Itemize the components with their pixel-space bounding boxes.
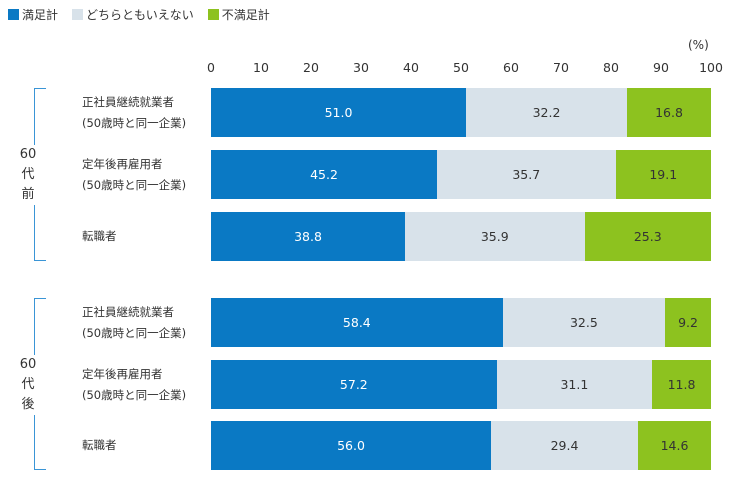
segment-neutral: 35.9 — [405, 212, 585, 261]
bar-row: 45.2 35.7 19.1 — [211, 150, 711, 199]
segment-satisfied: 56.0 — [211, 421, 491, 470]
segment-satisfied: 51.0 — [211, 88, 466, 137]
legend-label-satisfied: 満足計 — [22, 8, 59, 22]
row-label: 定年後再雇用者 (50歳時と同一企業) — [82, 364, 186, 406]
legend-label-neutral: どちらともいえない — [86, 8, 194, 22]
x-tick-label: 50 — [453, 60, 469, 75]
row-label: 正社員継続就業者 (50歳時と同一企業) — [82, 92, 186, 134]
group-label: 60 代後 — [8, 355, 48, 415]
data-label: 56.0 — [337, 438, 365, 453]
row-label: 正社員継続就業者 (50歳時と同一企業) — [82, 302, 186, 344]
segment-satisfied: 58.4 — [211, 298, 503, 347]
segment-dissatisfied: 19.1 — [615, 150, 711, 199]
row-label-line: (50歳時と同一企業) — [82, 387, 187, 402]
bar-row: 57.2 31.1 11.8 — [211, 360, 711, 409]
row-label-line: 正社員継続就業者 — [82, 304, 174, 319]
data-label: 35.9 — [480, 229, 509, 244]
segment-dissatisfied: 16.8 — [627, 88, 711, 137]
segment-satisfied: 38.8 — [211, 212, 405, 261]
legend-swatch-dissatisfied — [207, 9, 219, 20]
data-label: 11.8 — [667, 377, 696, 392]
bar-row: 58.4 32.5 9.2 — [211, 298, 711, 347]
segment-neutral: 29.4 — [491, 421, 638, 470]
x-tick-label: 70 — [553, 60, 569, 75]
segment-neutral: 32.2 — [466, 88, 627, 137]
data-label: 25.3 — [633, 229, 662, 244]
data-label: 31.1 — [560, 377, 589, 392]
row-label-line: (50歳時と同一企業) — [82, 115, 187, 130]
x-tick-label: 40 — [403, 60, 419, 75]
bar-row: 56.0 29.4 14.6 — [211, 421, 711, 470]
row-label-line: 転職者 — [82, 438, 117, 452]
segment-neutral: 35.7 — [437, 150, 616, 199]
data-label: 51.0 — [324, 105, 353, 120]
row-label: 転職者 — [82, 226, 117, 247]
row-label-line: 定年後再雇用者 — [82, 156, 163, 171]
segment-dissatisfied: 9.2 — [665, 298, 711, 347]
segment-satisfied: 45.2 — [211, 150, 437, 199]
legend-swatch-neutral — [72, 9, 84, 20]
row-label-line: 定年後再雇用者 — [82, 366, 163, 381]
segment-dissatisfied: 14.6 — [638, 421, 711, 470]
group-label: 60 代前 — [8, 145, 48, 205]
legend-item-dissatisfied: 不満足計 — [207, 6, 270, 23]
x-tick-label: 60 — [503, 60, 519, 75]
x-tick-label: 10 — [253, 60, 269, 75]
bar-row: 38.8 35.9 25.3 — [211, 212, 711, 261]
data-label: 29.4 — [550, 438, 579, 453]
data-label: 38.8 — [294, 229, 322, 244]
data-label: 16.8 — [655, 105, 683, 120]
x-tick-label: 100 — [699, 60, 723, 75]
data-label: 35.7 — [512, 167, 541, 182]
data-label: 32.5 — [569, 315, 598, 330]
data-label: 58.4 — [342, 315, 371, 330]
row-label-line: 正社員継続就業者 — [82, 94, 174, 109]
row-label: 転職者 — [82, 435, 117, 456]
legend-item-neutral: どちらともいえない — [72, 6, 194, 23]
data-label: 9.2 — [678, 315, 698, 330]
row-label-line: (50歳時と同一企業) — [82, 177, 187, 192]
x-tick-label: 90 — [653, 60, 669, 75]
data-label: 19.1 — [649, 167, 678, 182]
legend: 満足計 どちらともいえない 不満足計 — [8, 6, 270, 23]
data-label: 14.6 — [660, 438, 689, 453]
segment-dissatisfied: 25.3 — [584, 212, 711, 261]
data-label: 57.2 — [339, 377, 368, 392]
row-label-line: 転職者 — [82, 229, 117, 243]
legend-swatch-satisfied — [8, 9, 19, 20]
bar-row: 51.0 32.2 16.8 — [211, 88, 711, 137]
legend-label-dissatisfied: 不満足計 — [221, 8, 270, 22]
x-tick-label: 80 — [603, 60, 619, 75]
segment-neutral: 31.1 — [496, 360, 653, 409]
data-label: 45.2 — [310, 167, 338, 182]
segment-neutral: 32.5 — [502, 298, 666, 347]
segment-satisfied: 57.2 — [211, 360, 497, 409]
row-label-line: (50歳時と同一企業) — [82, 325, 187, 340]
unit-label: (%) — [688, 38, 709, 52]
data-label: 32.2 — [532, 105, 561, 120]
x-tick-label: 0 — [207, 60, 215, 75]
segment-dissatisfied: 11.8 — [652, 360, 711, 409]
x-tick-label: 30 — [353, 60, 369, 75]
row-label: 定年後再雇用者 (50歳時と同一企業) — [82, 154, 186, 196]
x-tick-label: 20 — [303, 60, 319, 75]
legend-item-satisfied: 満足計 — [8, 6, 58, 23]
